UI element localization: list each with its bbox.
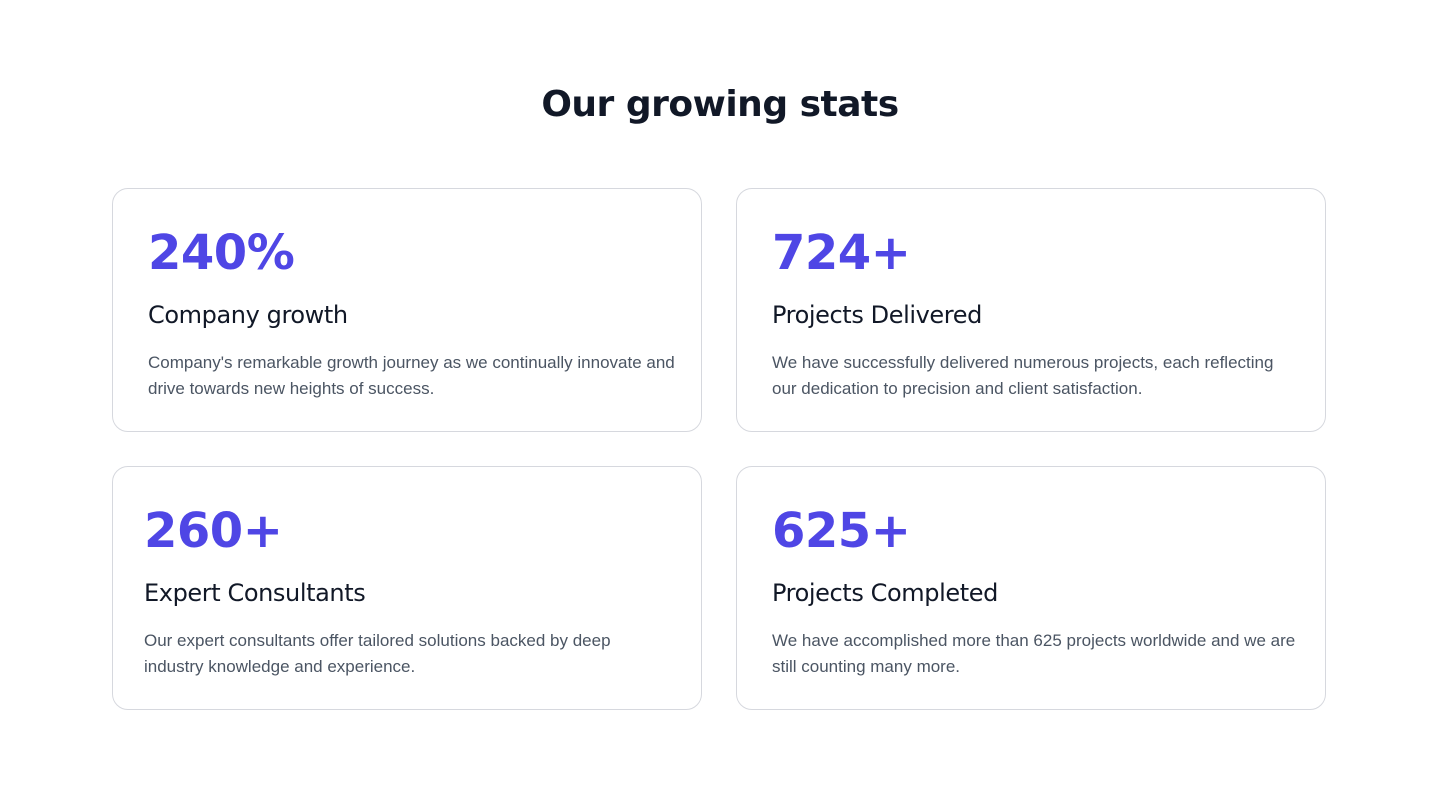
stat-description: We have accomplished more than 625 proje… xyxy=(772,631,1296,676)
stat-title: Expert Consultants xyxy=(144,579,366,607)
stat-value: 724+ xyxy=(772,225,911,281)
stat-card-projects-delivered: 724+ Projects Delivered We have successf… xyxy=(736,188,1326,432)
stat-title: Projects Completed xyxy=(772,579,998,607)
stat-card-projects-completed: 625+ Projects Completed We have accompli… xyxy=(736,466,1326,710)
stat-value: 240% xyxy=(148,225,295,281)
stat-value: 625+ xyxy=(772,503,911,559)
stat-value: 260+ xyxy=(144,503,283,559)
stat-card-expert-consultants: 260+ Expert Consultants Our expert consu… xyxy=(112,466,702,710)
stat-description: Our expert consultants offer tailored so… xyxy=(144,631,611,676)
stat-card-company-growth: 240% Company growth Company's remarkable… xyxy=(112,188,702,432)
stat-description: Company's remarkable growth journey as w… xyxy=(148,353,675,398)
stat-title: Company growth xyxy=(148,301,348,329)
stat-title: Projects Delivered xyxy=(772,301,982,329)
stat-description: We have successfully delivered numerous … xyxy=(772,353,1274,398)
section-title: Our growing stats xyxy=(541,84,899,125)
